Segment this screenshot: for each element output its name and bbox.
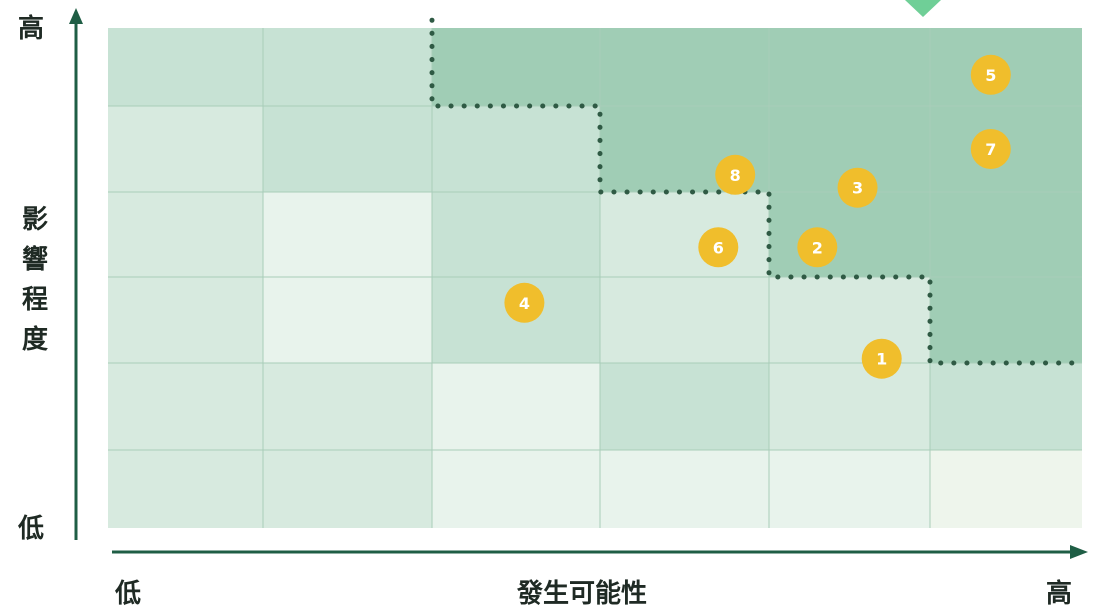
risk-marker: 3	[837, 167, 878, 208]
risk-marker: 6	[698, 227, 739, 268]
matrix-cell	[600, 363, 769, 450]
risk-marker: 2	[797, 227, 838, 268]
x-axis-low-label: 低	[115, 579, 142, 609]
y-axis-high-label: 高	[18, 14, 45, 44]
matrix-cell	[108, 450, 263, 528]
matrix-cell	[432, 363, 600, 450]
dotted-boundary-line	[429, 17, 1085, 366]
dotted-risk-boundary	[429, 17, 1085, 366]
risk-marker-circle	[504, 282, 545, 323]
matrix-cell	[600, 277, 769, 363]
matrix-cell	[263, 192, 432, 277]
risk-marker-label: 7	[985, 140, 996, 159]
x-axis-arrow-icon	[1070, 545, 1088, 559]
risk-marker-label: 8	[730, 166, 741, 185]
matrix-cell	[769, 450, 930, 528]
risk-marker-label: 1	[876, 350, 887, 369]
x-axis-high-label: 高	[1046, 579, 1073, 609]
matrix-cell	[108, 363, 263, 450]
risk-markers: 1 2 3 4 5 6 7 8	[504, 54, 1011, 379]
matrix-cell	[769, 192, 930, 277]
matrix-cell	[263, 28, 432, 106]
top-pointer-icon	[905, 0, 941, 17]
risk-marker-circle	[861, 338, 902, 379]
risk-marker-label: 3	[852, 179, 863, 198]
matrix-cell	[930, 277, 1082, 363]
matrix-cell	[108, 192, 263, 277]
risk-marker-label: 2	[812, 238, 823, 257]
risk-marker-label: 6	[713, 238, 724, 257]
matrix-cell	[432, 28, 600, 106]
risk-marker-circle	[837, 167, 878, 208]
matrix-cell	[432, 450, 600, 528]
matrix-cell	[930, 450, 1082, 528]
matrix-cell	[930, 192, 1082, 277]
matrix-cell	[263, 106, 432, 192]
risk-marker-label: 4	[519, 294, 530, 313]
matrix-cell	[930, 363, 1082, 450]
risk-marker-circle	[970, 54, 1011, 95]
risk-marker: 8	[715, 154, 756, 195]
matrix-cell	[600, 192, 769, 277]
risk-marker: 5	[970, 54, 1011, 95]
matrix-cell	[263, 450, 432, 528]
matrix-cell	[432, 106, 600, 192]
matrix-cell	[108, 28, 263, 106]
matrix-cell	[600, 450, 769, 528]
risk-marker: 1	[861, 338, 902, 379]
risk-marker-circle	[698, 227, 739, 268]
y-axis-low-label: 低	[18, 514, 45, 544]
matrix-cell	[263, 277, 432, 363]
matrix-cell	[769, 28, 930, 106]
matrix-cell	[263, 363, 432, 450]
matrix-cell	[432, 192, 600, 277]
risk-marker-label: 5	[985, 66, 996, 85]
matrix-cell	[108, 277, 263, 363]
risk-marker-circle	[970, 129, 1011, 169]
y-axis-arrow-icon	[69, 8, 83, 24]
x-axis-title: 發生可能性	[517, 579, 648, 609]
matrix-cell	[769, 363, 930, 450]
matrix-gridlines	[108, 28, 1082, 528]
y-axis-title: 影響程度	[21, 205, 48, 355]
risk-marker: 7	[970, 129, 1011, 169]
axes	[69, 0, 1088, 559]
matrix-cell	[108, 106, 263, 192]
matrix-cell	[600, 28, 769, 106]
matrix-cell	[769, 277, 930, 363]
risk-marker-circle	[715, 154, 756, 195]
risk-marker: 4	[504, 282, 545, 323]
matrix-cells	[108, 28, 1082, 528]
risk-marker-circle	[797, 227, 838, 268]
